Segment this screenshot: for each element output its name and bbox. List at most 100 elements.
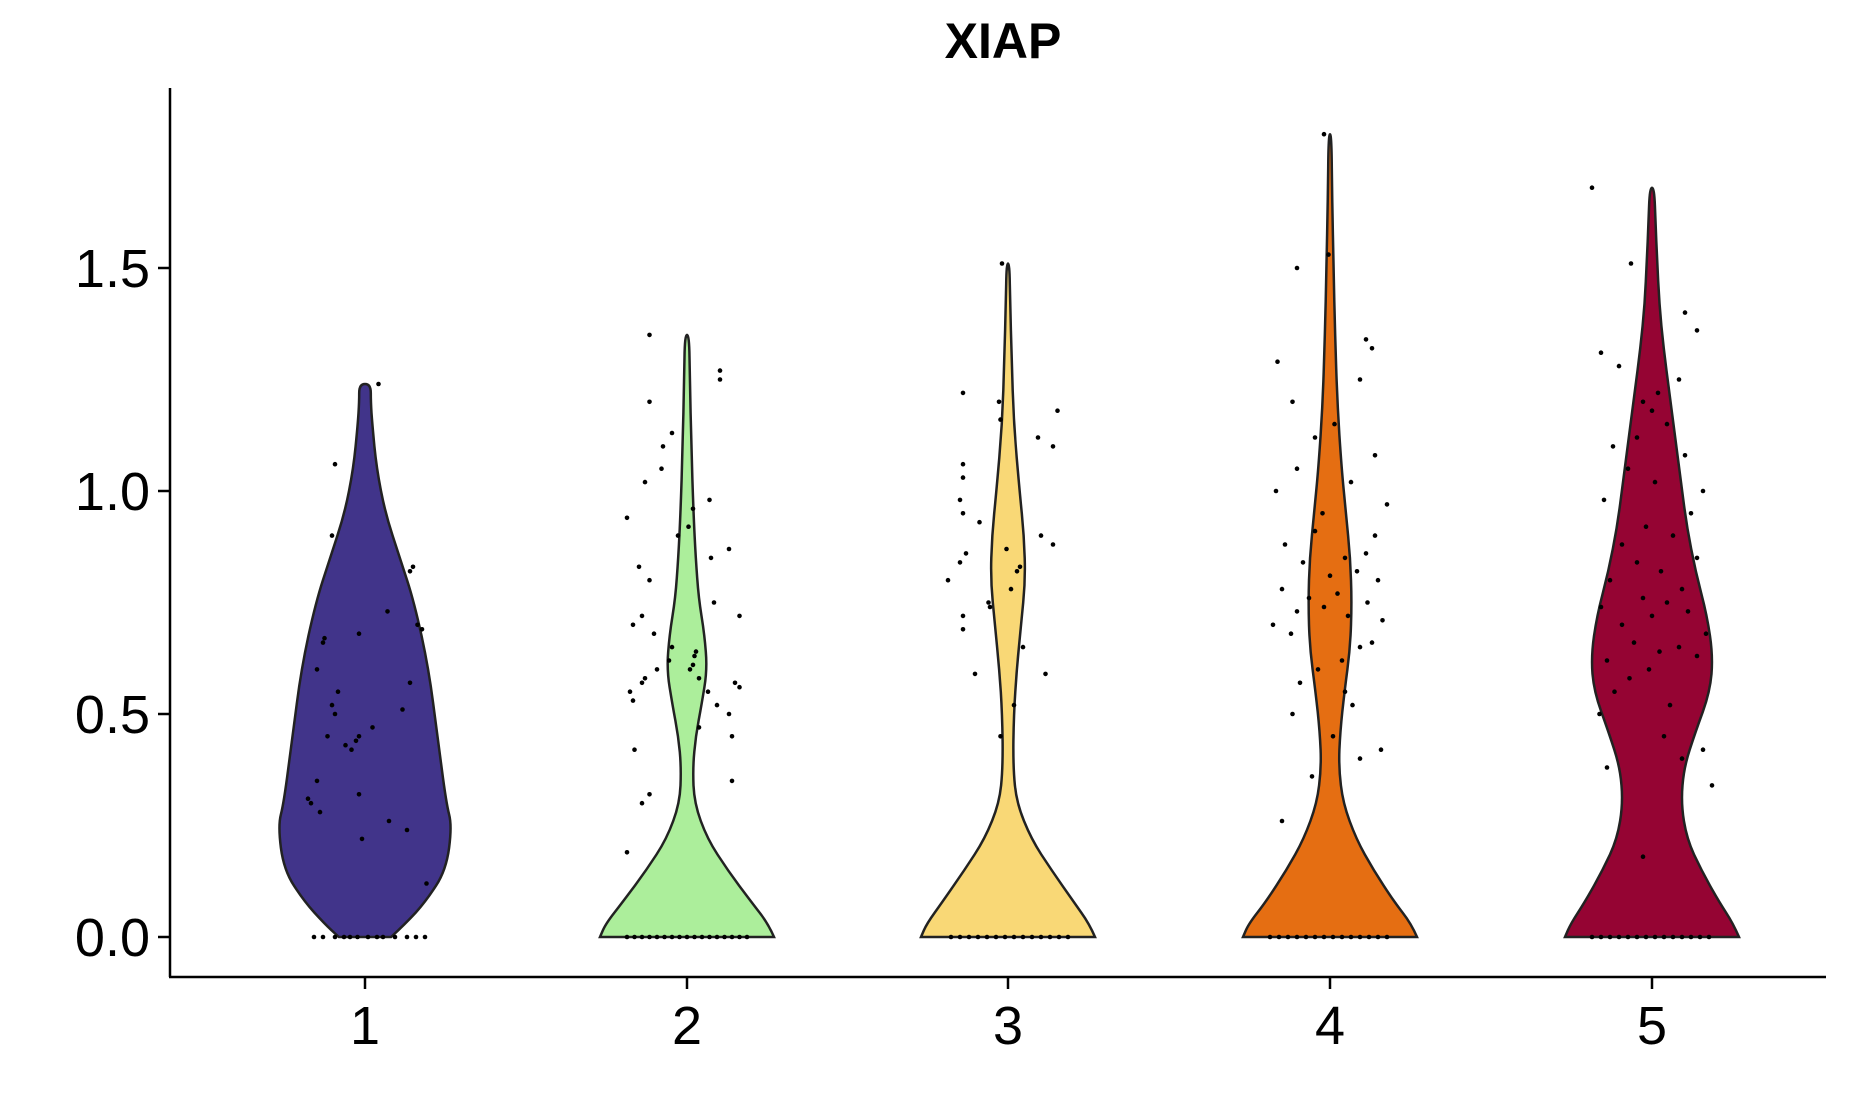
point-4-47 — [1384, 502, 1390, 507]
point-3-22 — [986, 600, 991, 605]
point-1-34 — [400, 707, 405, 712]
point-2-23 — [696, 725, 702, 730]
point-5-55 — [1640, 399, 1646, 405]
y-tick-label-1: 0.5 — [75, 685, 150, 745]
point-3-14 — [998, 734, 1003, 739]
violin-1 — [278, 382, 452, 939]
point-5-38 — [1607, 577, 1613, 583]
point-1-24 — [343, 742, 348, 748]
point-5-20 — [1597, 711, 1602, 717]
point-2-3 — [647, 934, 652, 940]
point-5-5 — [1634, 934, 1640, 940]
point-5-22 — [1612, 689, 1617, 694]
point-2-35 — [705, 689, 711, 694]
point-2-43 — [639, 613, 645, 619]
point-1-42 — [329, 533, 335, 538]
point-2-38 — [732, 680, 738, 686]
point-5-37 — [1679, 586, 1685, 592]
point-4-7 — [1330, 934, 1336, 940]
point-4-57 — [1369, 346, 1375, 351]
point-1-44 — [376, 381, 381, 387]
point-2-34 — [696, 676, 702, 681]
point-2-4 — [654, 934, 660, 940]
point-1-29 — [356, 792, 362, 797]
point-2-24 — [630, 698, 636, 703]
point-1-5 — [355, 934, 360, 940]
point-2-41 — [651, 631, 657, 636]
point-5-14 — [1640, 854, 1646, 859]
point-4-14 — [1279, 818, 1285, 824]
point-2-55 — [642, 479, 648, 485]
point-1-26 — [353, 738, 359, 744]
point-3-33 — [960, 511, 966, 516]
point-4-24 — [1339, 658, 1345, 663]
point-5-49 — [1625, 466, 1631, 472]
point-1-7 — [374, 934, 380, 940]
x-tick-label-2: 2 — [672, 996, 702, 1056]
point-3-43 — [999, 261, 1005, 266]
point-5-47 — [1700, 488, 1706, 494]
point-5-60 — [1694, 328, 1700, 333]
point-2-29 — [666, 658, 672, 663]
point-5-12 — [1697, 934, 1703, 940]
point-4-31 — [1294, 609, 1300, 614]
point-5-9 — [1670, 934, 1676, 940]
point-1-31 — [359, 836, 365, 842]
point-2-25 — [627, 689, 633, 694]
point-3-42 — [960, 390, 966, 396]
point-5-39 — [1658, 569, 1664, 574]
point-4-3 — [1294, 934, 1300, 940]
point-4-10 — [1357, 934, 1363, 940]
point-1-18 — [332, 711, 338, 717]
point-3-40 — [1055, 408, 1060, 414]
point-5-34 — [1598, 604, 1604, 610]
point-2-12 — [714, 934, 720, 940]
x-tick-label-4: 4 — [1315, 996, 1345, 1056]
point-2-60 — [717, 377, 723, 382]
point-3-6 — [1002, 934, 1008, 940]
point-3-15 — [1011, 702, 1017, 708]
point-3-24 — [945, 577, 951, 583]
point-4-54 — [1290, 399, 1295, 405]
point-4-2 — [1285, 934, 1291, 940]
point-3-35 — [960, 475, 966, 480]
point-4-15 — [1309, 774, 1315, 779]
point-2-19 — [647, 792, 652, 797]
point-5-30 — [1703, 631, 1709, 636]
point-3-31 — [1038, 533, 1044, 538]
point-2-51 — [686, 524, 691, 529]
point-4-42 — [1363, 551, 1369, 556]
point-3-2 — [966, 934, 972, 940]
point-3-0 — [948, 934, 954, 940]
point-2-0 — [624, 934, 630, 940]
y-tick-label-2: 1.0 — [75, 462, 150, 522]
point-2-10 — [699, 934, 705, 940]
point-3-23 — [1008, 586, 1014, 592]
point-1-41 — [419, 627, 425, 632]
point-2-59 — [647, 399, 652, 405]
point-4-36 — [1279, 586, 1285, 592]
point-5-27 — [1657, 649, 1662, 654]
point-1-27 — [356, 734, 362, 739]
point-3-13 — [1065, 934, 1071, 940]
point-1-14 — [308, 800, 314, 806]
violin-2 — [598, 333, 776, 939]
point-5-10 — [1679, 934, 1685, 940]
violin-3 — [919, 262, 1097, 939]
point-4-44 — [1372, 533, 1378, 538]
point-5-41 — [1694, 555, 1700, 561]
point-5-13 — [1706, 934, 1712, 940]
point-4-58 — [1363, 337, 1369, 342]
point-5-21 — [1667, 702, 1673, 708]
point-4-19 — [1290, 711, 1295, 717]
point-2-53 — [690, 506, 696, 512]
point-3-34 — [957, 497, 963, 503]
point-5-17 — [1679, 756, 1685, 761]
point-4-40 — [1300, 560, 1306, 565]
point-5-8 — [1661, 934, 1667, 940]
point-1-37 — [404, 827, 410, 833]
point-2-32 — [690, 662, 696, 668]
point-3-21 — [987, 604, 993, 610]
